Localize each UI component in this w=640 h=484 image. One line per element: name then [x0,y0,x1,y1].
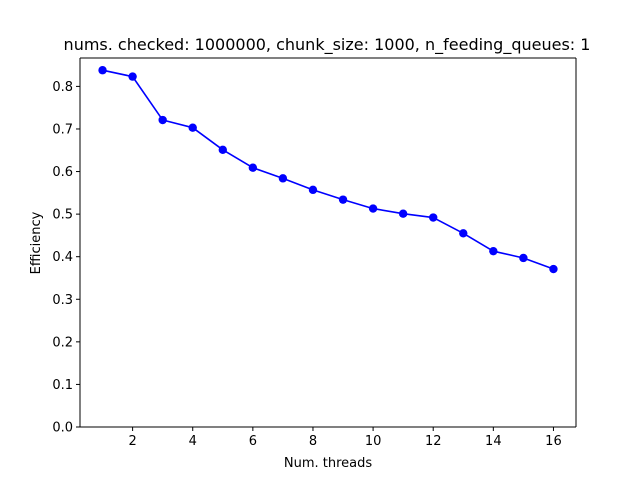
data-point [338,195,348,204]
data-point [429,213,438,222]
data-point [368,204,378,213]
x-tick-label: 12 [425,434,442,449]
data-point [459,229,468,238]
y-tick-label: 0.5 [52,208,73,223]
y-tick-label: 0.0 [52,421,73,436]
y-tick-label: 0.6 [52,165,73,180]
x-tick-label: 16 [545,434,562,449]
x-tick-label: 4 [189,434,197,449]
data-point [278,174,288,183]
plot-area: 2 4 6 8 10 12 14 16 0.0 0.1 0.2 0.3 0.4 0.5 0.6 0.7 0.8 [52,57,577,449]
data-point [188,123,197,132]
y-tick-label: 0.4 [52,250,73,265]
data-point [398,209,408,218]
x-tick-label: 2 [128,434,136,449]
data-point [128,72,137,81]
x-tick-label: 10 [365,434,382,449]
x-tick-label: 14 [485,434,502,449]
data-point [549,264,558,274]
series-layer [98,66,558,274]
series-line [102,69,554,270]
data-point [158,115,167,125]
y-tick-label: 0.3 [52,293,73,308]
data-point [98,66,107,75]
y-tick-label: 0.2 [52,335,73,350]
data-point [308,185,318,195]
chart-title: nums. checked: 1000000, chunk_size: 1000… [64,35,591,55]
data-point [248,163,258,172]
y-tick-label: 0.7 [52,122,73,137]
data-point [519,253,528,263]
y-tick-label: 0.1 [52,378,73,393]
x-tick-label: 6 [249,434,257,449]
data-point [489,246,498,256]
y-axis-label: Efficiency [29,211,44,274]
data-point [218,145,227,155]
x-axis-label: Num. threads [284,456,373,471]
x-tick-label: 8 [309,434,317,449]
y-tick-label: 0.8 [52,80,73,95]
